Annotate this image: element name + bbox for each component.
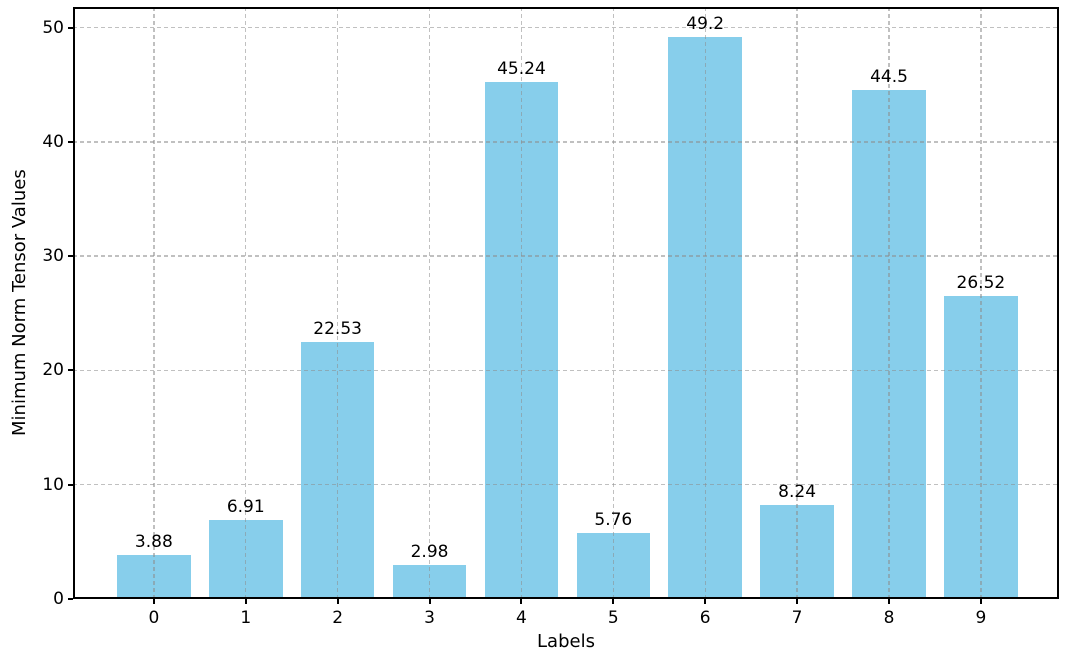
bar <box>117 554 191 599</box>
x-tick-mark <box>428 599 431 604</box>
x-tick-label: 8 <box>883 608 895 628</box>
bar-value-label: 2.98 <box>410 541 449 562</box>
gridline-vertical <box>520 7 523 599</box>
bar-value-label: 45.24 <box>497 58 546 79</box>
gridline-vertical <box>796 7 798 599</box>
x-tick-label: 3 <box>424 608 435 628</box>
bar <box>944 295 1018 599</box>
bar-labels-layer: 3.88 6.91 22.53 2.98 45.24 5.76 49.2 8.24 44.5 26… <box>73 7 1059 599</box>
bar-value-label: 8.24 <box>778 481 817 502</box>
bar <box>484 81 559 599</box>
x-tick-label: 7 <box>791 608 803 628</box>
gridline-vertical <box>612 7 614 599</box>
grid-layer <box>73 7 1059 599</box>
gridline-vertical <box>153 7 155 599</box>
gridline-horizontal <box>73 255 1059 257</box>
x-tick-label: 9 <box>975 608 987 628</box>
x-tick-mark <box>979 599 982 604</box>
bar-value-label: 3.88 <box>134 531 173 552</box>
bar-value-label: 5.76 <box>594 510 633 531</box>
gridline-horizontal <box>73 141 1059 143</box>
bar <box>392 564 467 599</box>
gridline-vertical <box>428 7 431 599</box>
bar <box>300 341 375 599</box>
x-tick-label: 4 <box>516 608 527 628</box>
gridline-vertical <box>980 7 982 599</box>
gridline-vertical <box>336 7 339 599</box>
x-tick-mark <box>152 599 155 604</box>
y-axis-label: Minimum Norm Tensor Values <box>9 169 30 437</box>
x-axis-label: Labels <box>537 631 595 652</box>
x-tick-label: 5 <box>607 608 619 628</box>
bars-layer <box>73 7 1059 599</box>
gridline-horizontal <box>73 484 1059 486</box>
x-tick-mark <box>704 599 707 604</box>
bar-value-label: 44.5 <box>870 67 908 88</box>
x-tick-label: 2 <box>332 608 344 628</box>
x-tick-mark <box>520 599 523 604</box>
gridline-horizontal <box>73 369 1059 372</box>
bar <box>852 90 926 599</box>
bar <box>209 520 283 599</box>
x-tick-mark <box>244 599 247 604</box>
bar-value-label: 22.53 <box>313 318 362 339</box>
x-tick-mark <box>336 599 339 604</box>
gridline-vertical <box>245 7 247 599</box>
bar <box>576 533 651 599</box>
gridline-vertical <box>704 7 706 599</box>
bar-value-label: 26.52 <box>956 272 1006 293</box>
x-tick-label: 0 <box>148 608 160 628</box>
bar-value-label: 49.2 <box>686 13 725 34</box>
bar <box>760 504 834 599</box>
gridline-horizontal <box>73 26 1059 29</box>
x-tick-mark <box>612 599 615 604</box>
x-tick-label: 1 <box>240 608 252 628</box>
x-tick-mark <box>796 599 799 604</box>
gridline-vertical <box>888 7 890 599</box>
bar-value-label: 6.91 <box>226 497 265 518</box>
x-tick-mark <box>888 599 890 604</box>
bar <box>668 36 742 599</box>
plot-area: 3.88 6.91 22.53 2.98 45.24 5.76 49.2 8.24 44.5 26… <box>73 7 1059 599</box>
plot-frame <box>73 7 1059 599</box>
x-tick-label: 6 <box>699 608 711 628</box>
